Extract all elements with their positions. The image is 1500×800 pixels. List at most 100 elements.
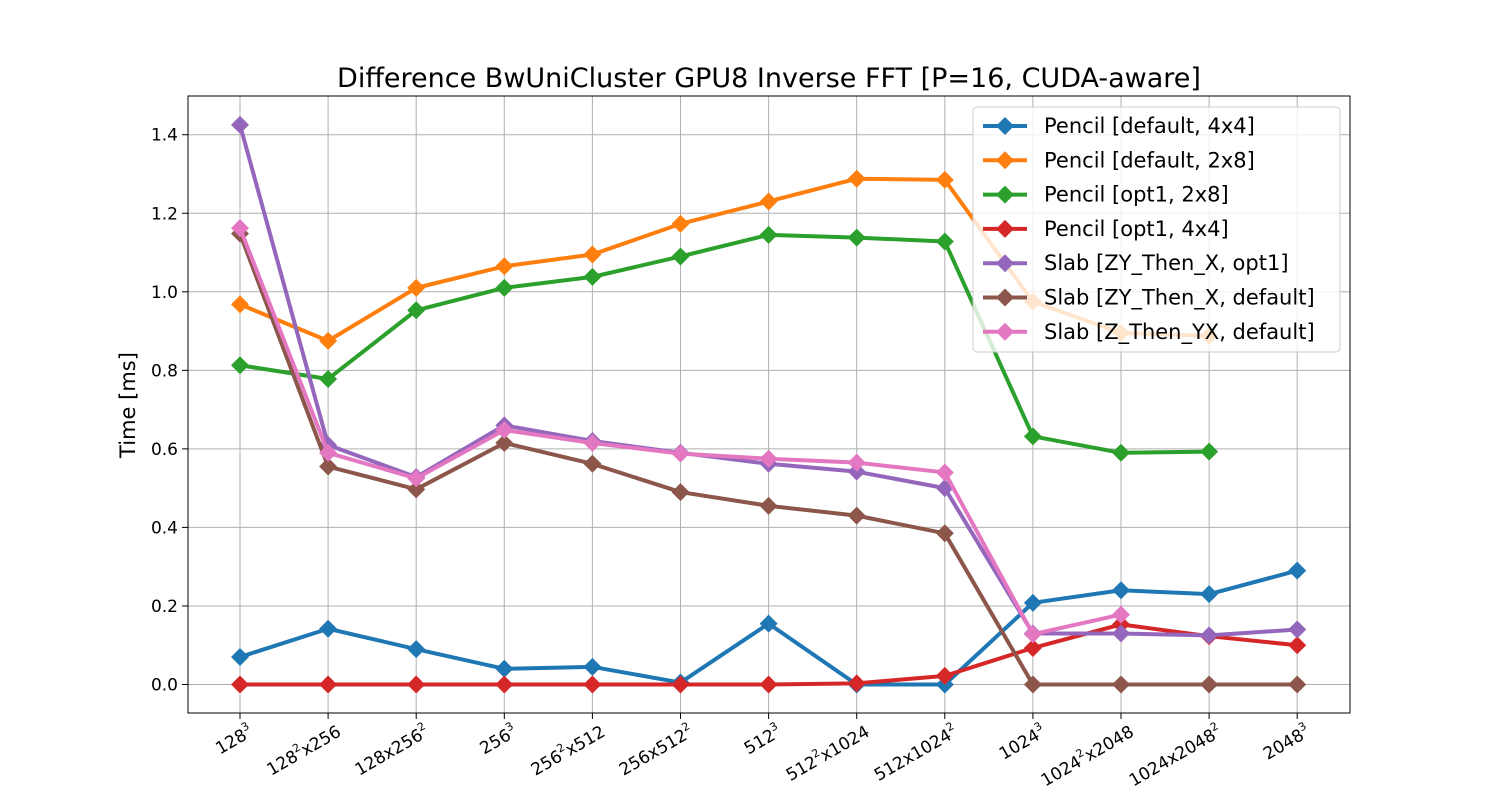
data-point (1023, 427, 1042, 446)
data-point (671, 483, 690, 502)
data-point (495, 659, 514, 678)
legend-swatch-marker (996, 219, 1014, 238)
legend-swatch-marker (996, 322, 1014, 341)
series-line (238, 232, 1212, 455)
data-point (583, 245, 602, 264)
series-3 (231, 225, 1219, 462)
data-point (759, 192, 778, 211)
data-point (319, 619, 338, 638)
legend-label: Pencil [opt1, 4x4] (1044, 217, 1229, 241)
data-point (407, 469, 426, 488)
data-point (583, 657, 602, 676)
series-6 (231, 224, 1307, 694)
y-tick-label: 0.2 (151, 597, 178, 617)
series-4 (231, 615, 1307, 694)
legend-item: Slab [ZY_Then_X, opt1] (983, 251, 1289, 276)
data-point (319, 443, 338, 462)
data-point (495, 278, 514, 297)
y-axis-label: Time [ms] (116, 352, 140, 459)
y-tick-label: 0.4 (151, 518, 178, 538)
data-point (935, 170, 954, 189)
data-point (1112, 675, 1130, 694)
y-tick-label: 0.0 (151, 676, 178, 696)
legend-swatch-marker (996, 117, 1014, 135)
data-point (1023, 593, 1042, 612)
data-point (1112, 615, 1130, 634)
series-7 (231, 219, 1130, 644)
data-point (847, 674, 866, 693)
legend-item: Pencil [opt1, 2x8] (983, 183, 1229, 207)
data-point (583, 675, 602, 694)
data-point (231, 115, 249, 134)
data-point (935, 524, 954, 543)
y-tick-label: 1.0 (151, 283, 178, 303)
data-point (671, 675, 690, 694)
data-point (319, 675, 338, 694)
data-point (847, 506, 866, 525)
legend-label: Pencil [default, 4x4] (1044, 114, 1255, 138)
legend-swatch-marker (996, 254, 1014, 273)
data-point (759, 496, 778, 515)
data-point (583, 433, 602, 452)
data-point (1200, 626, 1219, 645)
y-tick-label: 1.4 (151, 126, 178, 146)
data-point (1112, 581, 1130, 600)
data-point (231, 356, 249, 375)
data-point (759, 449, 778, 468)
data-point (847, 169, 866, 188)
legend-label: Slab [ZY_Then_X, opt1] (1044, 251, 1289, 276)
data-point (847, 462, 866, 481)
legend-label: Pencil [default, 2x8] (1044, 148, 1255, 172)
legend-item: Slab [ZY_Then_X, default] (983, 286, 1315, 311)
data-point (495, 257, 514, 276)
data-point (1200, 585, 1219, 604)
data-point (407, 301, 426, 320)
data-point (407, 278, 426, 297)
data-point (319, 369, 338, 388)
data-point (583, 454, 602, 473)
data-point (495, 433, 514, 452)
legend-label: Pencil [opt1, 2x8] (1044, 183, 1229, 207)
legend-swatch-marker (996, 185, 1014, 204)
data-point (671, 444, 690, 463)
y-axis-ticks: 0.0 0.2 0.4 0.6 0.8 1.0 1.2 1.4 (151, 126, 188, 696)
data-point (407, 640, 426, 659)
data-point (319, 457, 338, 476)
data-point (1023, 638, 1042, 657)
legend-label: Slab [ZY_Then_X, default] (1044, 286, 1315, 311)
data-point (671, 247, 690, 266)
data-point (319, 331, 338, 350)
data-point (759, 675, 778, 694)
data-point (759, 225, 778, 244)
legend-item: Pencil [opt1, 4x4] (983, 217, 1229, 241)
chart-title: Difference BwUniCluster GPU8 Inverse FFT… (337, 63, 1201, 94)
legend-item: Pencil [default, 2x8] (983, 148, 1255, 172)
y-tick-label: 0.8 (151, 361, 178, 381)
legend-swatch-marker (996, 288, 1014, 307)
data-point (671, 214, 690, 233)
data-point (935, 666, 954, 685)
data-point (231, 675, 249, 694)
data-point (407, 675, 426, 694)
data-point (1288, 675, 1307, 694)
data-point (1112, 624, 1130, 643)
data-point (583, 267, 602, 286)
data-point (231, 295, 249, 314)
data-point (231, 219, 249, 238)
legend-box (972, 106, 1341, 353)
data-point (495, 421, 514, 440)
data-point (1288, 561, 1307, 580)
y-tick-label: 0.6 (151, 440, 178, 460)
legend-label: Slab [Z_Then_YX, default] (1044, 320, 1315, 345)
data-point (1112, 443, 1130, 462)
data-point (1200, 675, 1219, 694)
legend-swatch-marker (996, 151, 1014, 170)
legend-item: Pencil [default, 4x4] (983, 114, 1255, 138)
data-point (1288, 620, 1307, 639)
y-tick-label: 1.2 (151, 204, 178, 224)
data-point (759, 614, 778, 633)
data-point (495, 675, 514, 694)
data-point (231, 648, 249, 667)
legend-item: Slab [Z_Then_YX, default] (983, 320, 1315, 345)
